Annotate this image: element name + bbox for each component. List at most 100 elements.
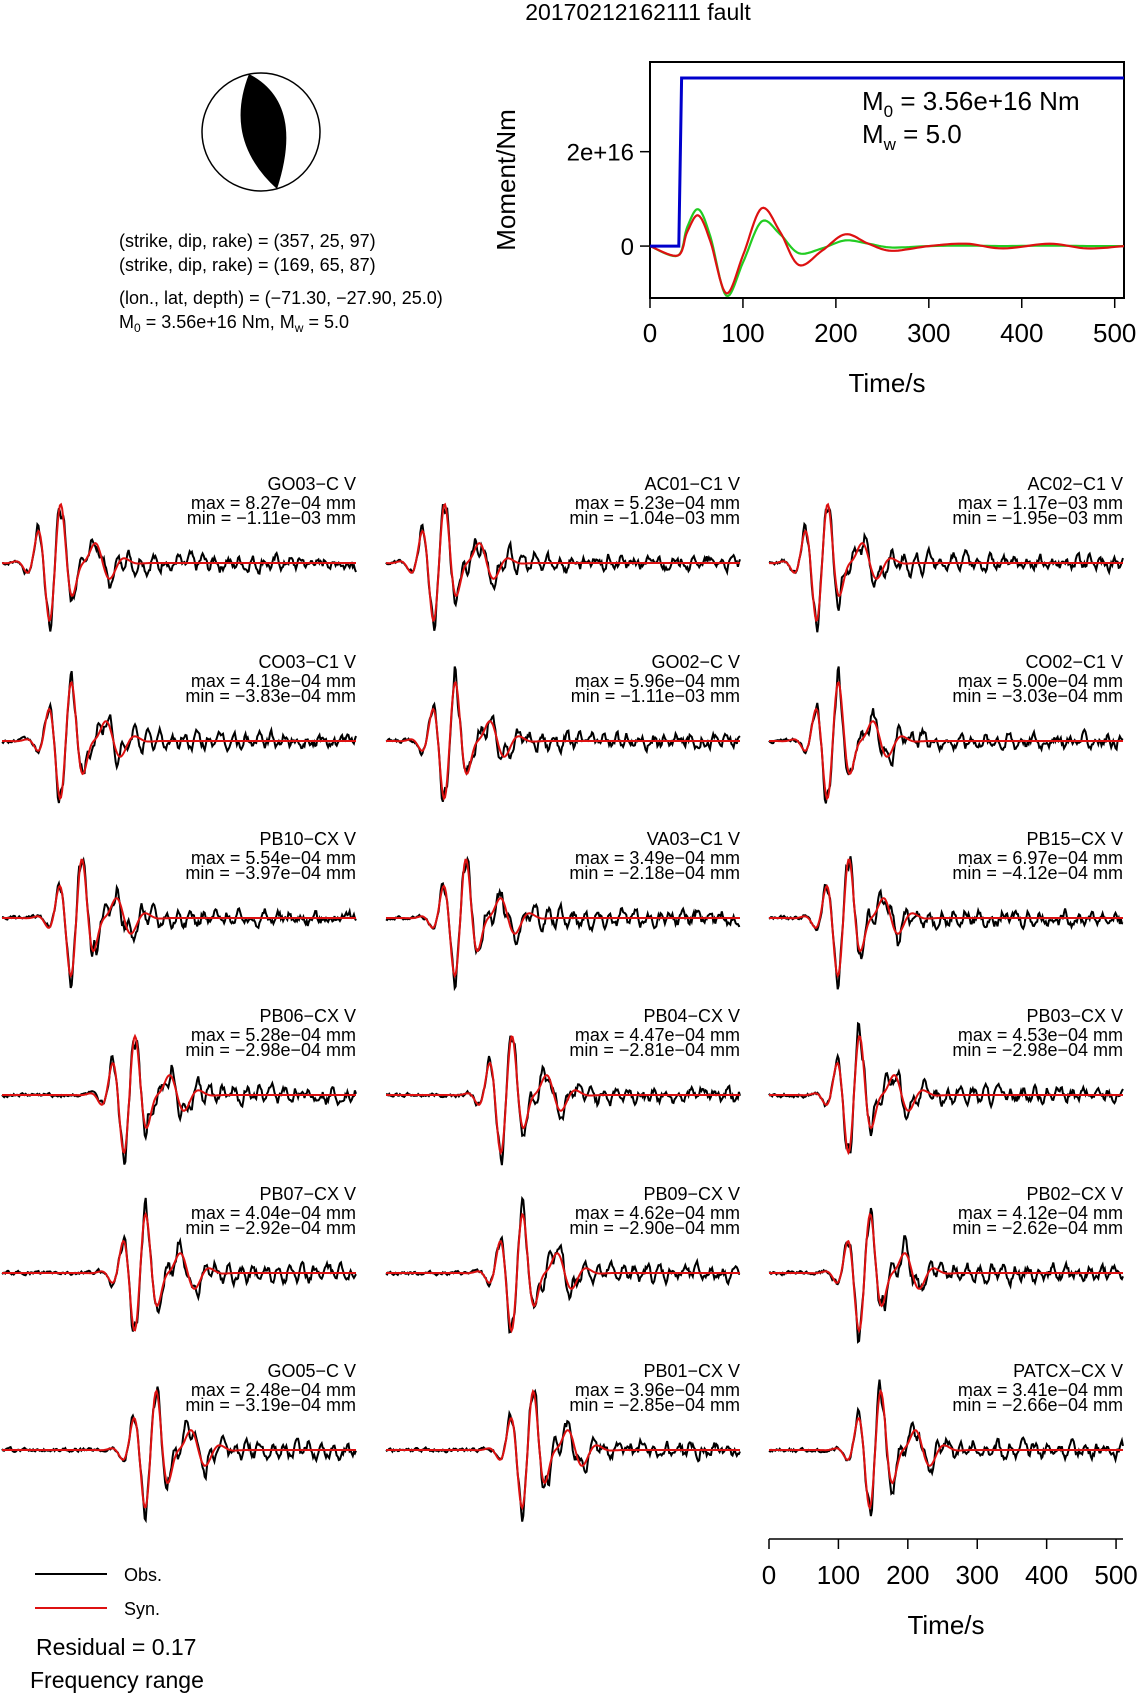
location-depth: (lon., lat, depth) = (−71.30, −27.90, 25…	[119, 288, 443, 308]
station-name: GO02−C V	[651, 652, 740, 672]
station-max: max = 4.47e−04 mm	[575, 1025, 740, 1045]
synthetic-trace	[2, 502, 356, 623]
station-name: CO02−C1 V	[1025, 652, 1123, 672]
observed-trace	[1, 508, 357, 632]
synthetic-trace	[769, 1388, 1123, 1511]
station-min: min = −2.62e−04 mm	[952, 1218, 1123, 1238]
station-min: min = −1.04e−03 mm	[569, 508, 740, 528]
station-name: PB02−CX V	[1026, 1184, 1123, 1204]
waveform-xtick-label: 300	[956, 1560, 999, 1590]
stf-xtick-label: 500	[1093, 318, 1136, 348]
legend-obs-label: Obs.	[124, 1565, 162, 1585]
synthetic-trace	[769, 858, 1123, 979]
moment-magnitude-line: M0 = 3.56e+16 Nm, Mw = 5.0	[119, 312, 349, 335]
station-min: min = −4.12e−04 mm	[952, 863, 1123, 883]
station-max: max = 8.27e−04 mm	[191, 493, 356, 513]
waveform-xlabel: Time/s	[907, 1610, 984, 1640]
stf-xlabel: Time/s	[848, 368, 925, 398]
frequency-range-text: Frequency range	[30, 1667, 204, 1693]
station-name: CO03−C1 V	[258, 652, 356, 672]
observed-trace	[768, 856, 1124, 990]
station-min: min = −2.85e−04 mm	[569, 1395, 740, 1415]
stf-mw-label: Mw = 5.0	[862, 119, 962, 154]
station-max: max = 4.62e−04 mm	[575, 1203, 740, 1223]
station-max: max = 5.00e−04 mm	[958, 671, 1123, 691]
station-max: max = 5.96e−04 mm	[575, 671, 740, 691]
station-name: PATCX−CX V	[1013, 1361, 1123, 1381]
station-name: VA03−C1 V	[647, 829, 740, 849]
synthetic-trace	[2, 681, 356, 801]
station-min: min = −3.83e−04 mm	[185, 686, 356, 706]
station-min: min = −1.95e−03 mm	[952, 508, 1123, 528]
observed-trace	[386, 1035, 741, 1166]
station-max: max = 4.04e−04 mm	[191, 1203, 356, 1223]
station-name: PB03−CX V	[1026, 1006, 1123, 1026]
stf-x-axis: 0 100 200 300 400 500	[643, 298, 1136, 348]
station-name: PB01−CX V	[643, 1361, 740, 1381]
stf-green-line	[649, 208, 1124, 298]
waveform-xtick-label: 0	[762, 1560, 776, 1590]
station-max: max = 5.23e−04 mm	[575, 493, 740, 513]
station-max: max = 6.97e−04 mm	[958, 848, 1123, 868]
synthetic-trace	[2, 1211, 356, 1332]
focal-mechanism-beachball	[201, 72, 321, 192]
stf-xtick-label: 200	[814, 318, 857, 348]
synthetic-trace	[386, 1212, 740, 1334]
station-name: PB04−CX V	[643, 1006, 740, 1026]
station-max: max = 5.28e−04 mm	[191, 1025, 356, 1045]
station-max: max = 3.41e−04 mm	[958, 1380, 1123, 1400]
station-min: min = −2.98e−04 mm	[185, 1040, 356, 1060]
station-name: AC01−C1 V	[644, 474, 740, 494]
stf-red-line	[649, 206, 1125, 295]
station-max: max = 3.49e−04 mm	[575, 848, 740, 868]
stf-moment-line	[650, 76, 1124, 248]
observed-trace	[768, 1379, 1124, 1517]
waveform-time-axis: Time/s 0 100 200 300 400 500	[762, 1538, 1138, 1640]
legend: Obs. Syn.	[35, 1565, 162, 1619]
synthetic-trace	[2, 1033, 356, 1155]
synthetic-trace	[386, 502, 740, 623]
stf-m0-label: M0 = 3.56e+16 Nm	[862, 86, 1080, 121]
station-min: min = −3.19e−04 mm	[185, 1395, 356, 1415]
stf-series	[649, 76, 1125, 298]
stf-xtick-label: 400	[1000, 318, 1043, 348]
stf-frame	[649, 61, 1125, 299]
stf-y-axis: 0 2e+16	[567, 140, 650, 261]
synthetic-trace	[769, 1035, 1123, 1156]
synthetic-trace	[2, 1388, 356, 1509]
station-min: min = −1.11e−03 mm	[187, 508, 356, 528]
focal-text: (strike, dip, rake) = (357, 25, 97) (str…	[119, 231, 443, 335]
stf-ytick-label: 0	[621, 234, 634, 261]
legend-syn-label: Syn.	[124, 1599, 160, 1619]
synthetic-trace	[386, 1035, 740, 1156]
station-max: max = 1.17e−03 mm	[958, 493, 1123, 513]
observed-trace	[768, 1207, 1124, 1344]
station-max: max = 4.12e−04 mm	[958, 1203, 1123, 1223]
station-name: PB15−CX V	[1026, 829, 1123, 849]
station-min: min = −2.92e−04 mm	[185, 1218, 356, 1238]
source-time-function-plot: 0 2e+16 0 100 200 300 400 500 Moment/Nm Time/s…	[491, 61, 1136, 398]
synthetic-trace	[769, 502, 1123, 623]
station-name: PB07−CX V	[259, 1184, 356, 1204]
stf-ytick-label: 2e+16	[567, 140, 634, 167]
observed-trace	[1, 670, 357, 804]
station-name: PB06−CX V	[259, 1006, 356, 1026]
stf-xtick-label: 300	[907, 318, 950, 348]
waveform-xtick-label: 200	[886, 1560, 929, 1590]
